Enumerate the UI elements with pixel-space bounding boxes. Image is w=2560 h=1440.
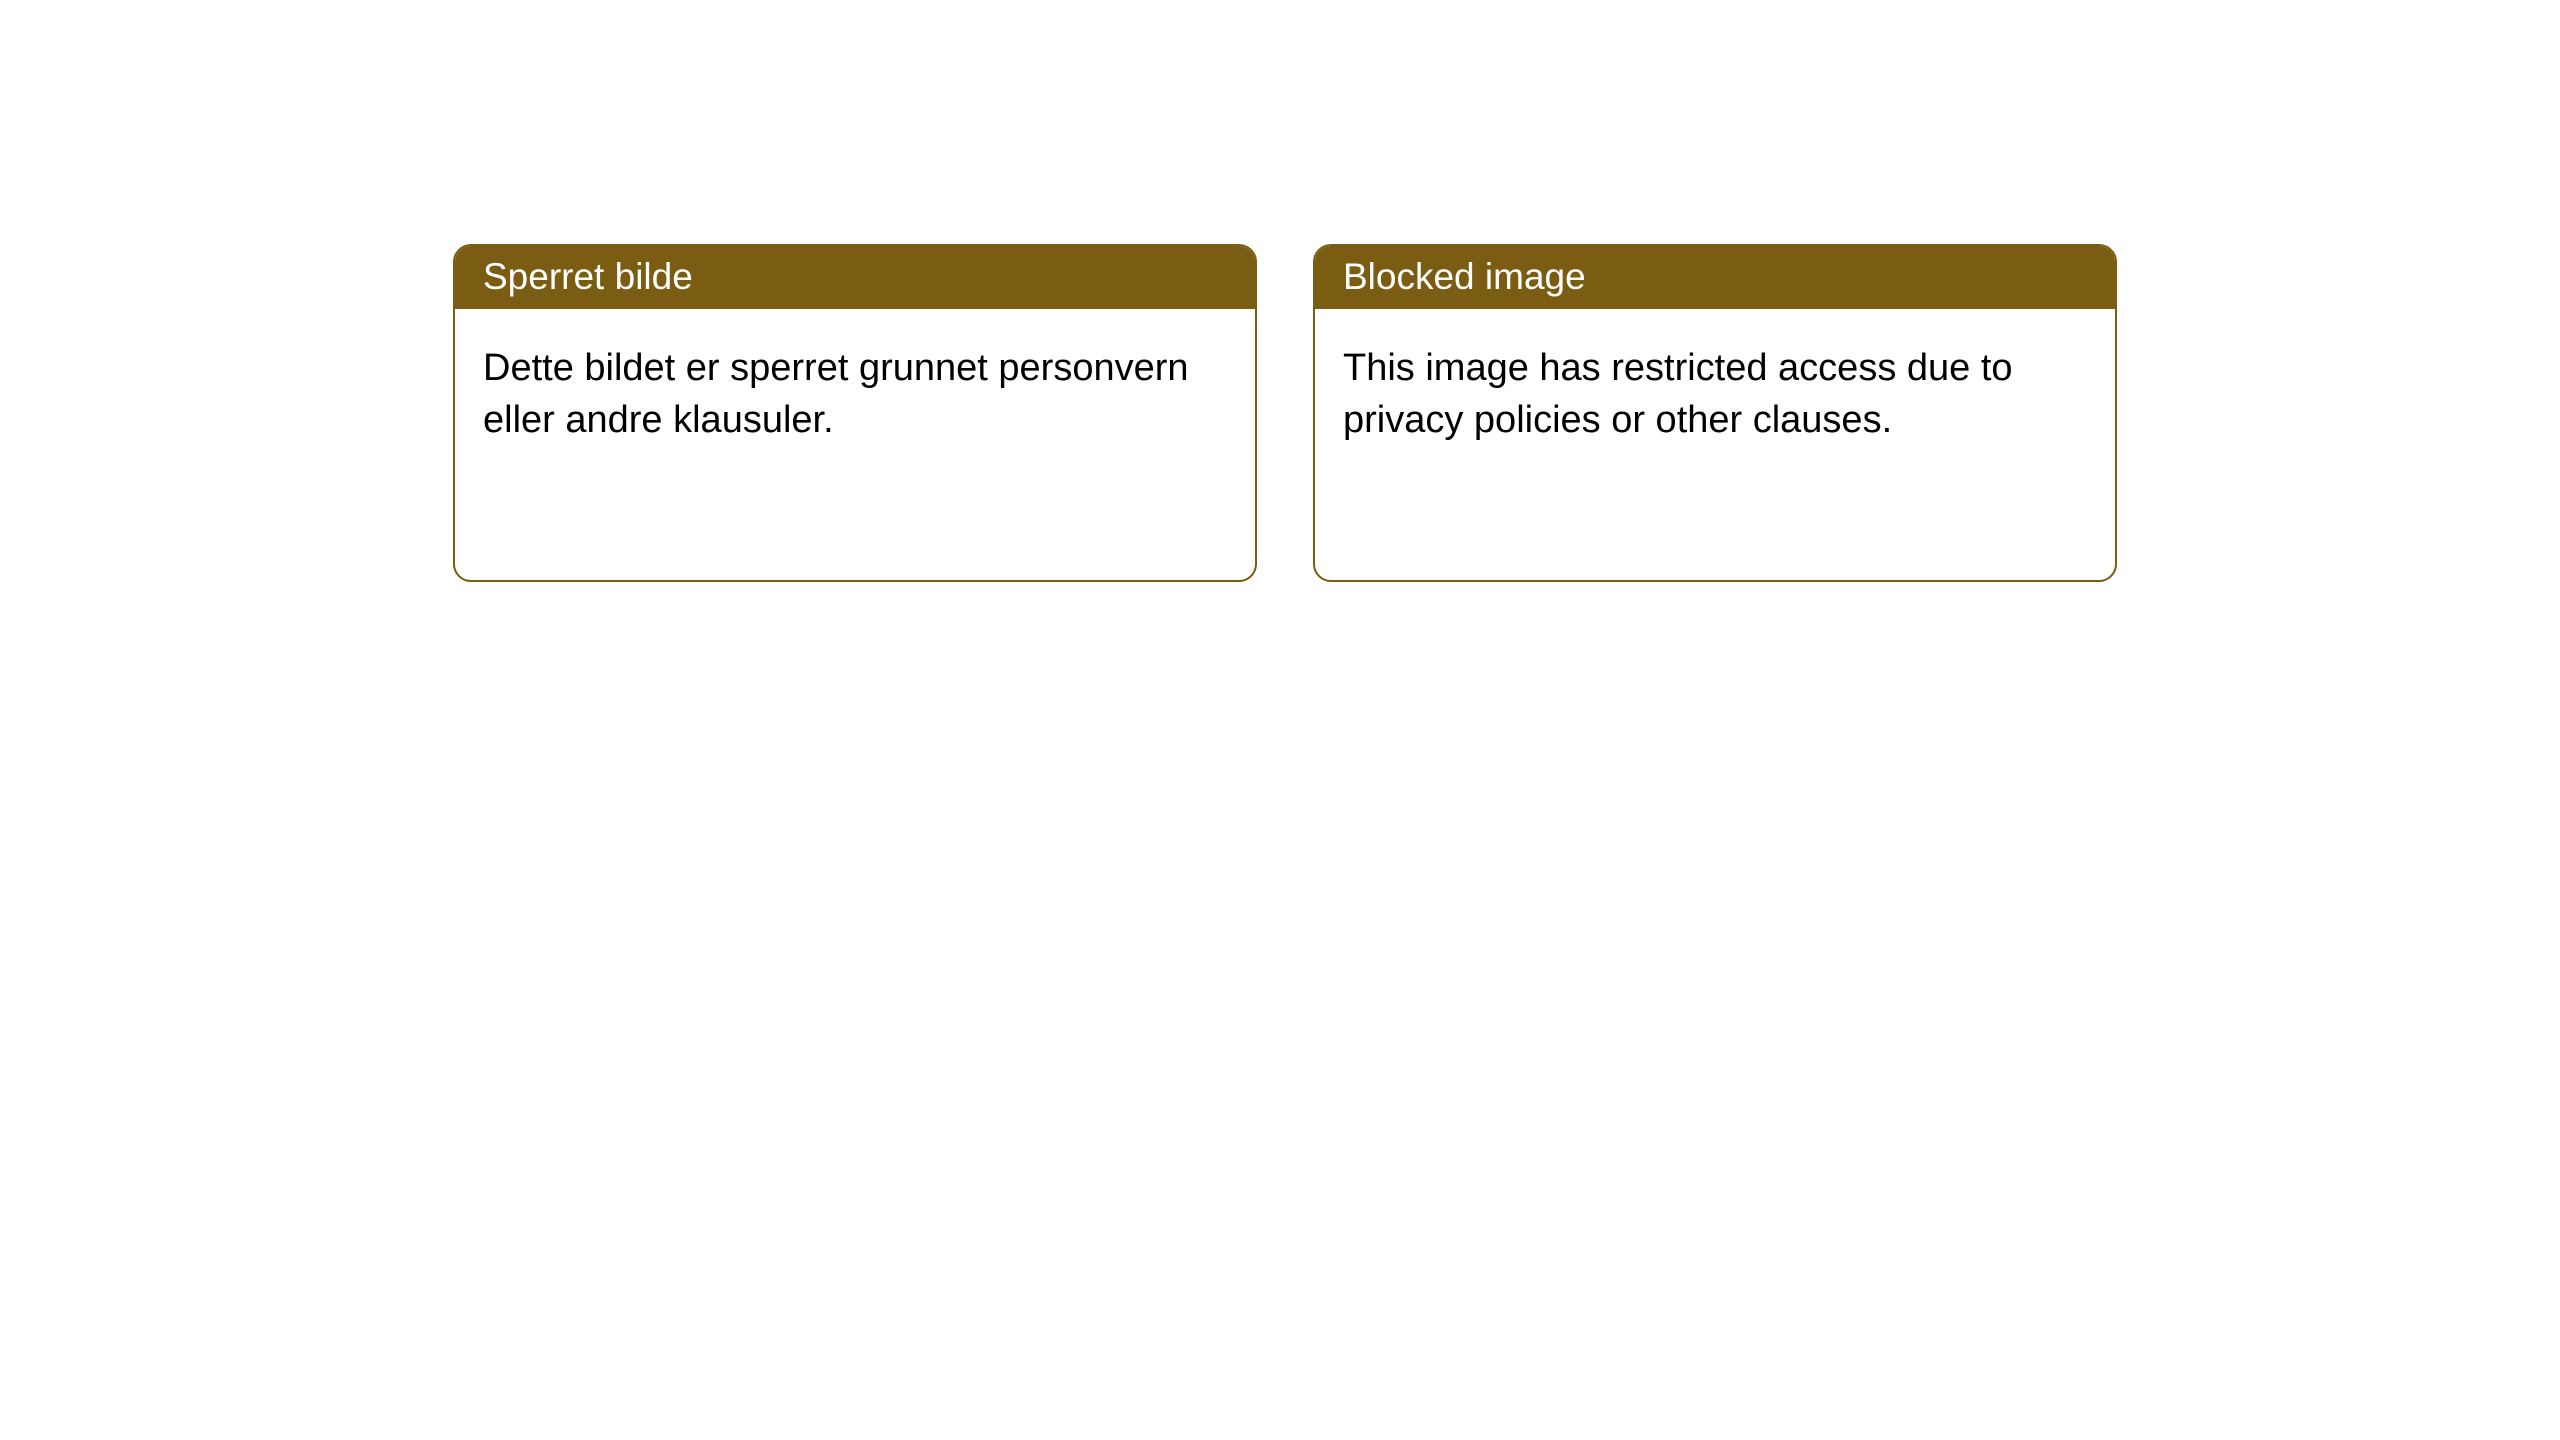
card-body-no: Dette bildet er sperret grunnet personve… bbox=[455, 309, 1255, 474]
card-header-no: Sperret bilde bbox=[455, 246, 1255, 309]
card-body-en: This image has restricted access due to … bbox=[1315, 309, 2115, 474]
blocked-image-card-no: Sperret bilde Dette bildet er sperret gr… bbox=[453, 244, 1257, 582]
notice-card-row: Sperret bilde Dette bildet er sperret gr… bbox=[0, 0, 2560, 582]
blocked-image-card-en: Blocked image This image has restricted … bbox=[1313, 244, 2117, 582]
card-header-en: Blocked image bbox=[1315, 246, 2115, 309]
